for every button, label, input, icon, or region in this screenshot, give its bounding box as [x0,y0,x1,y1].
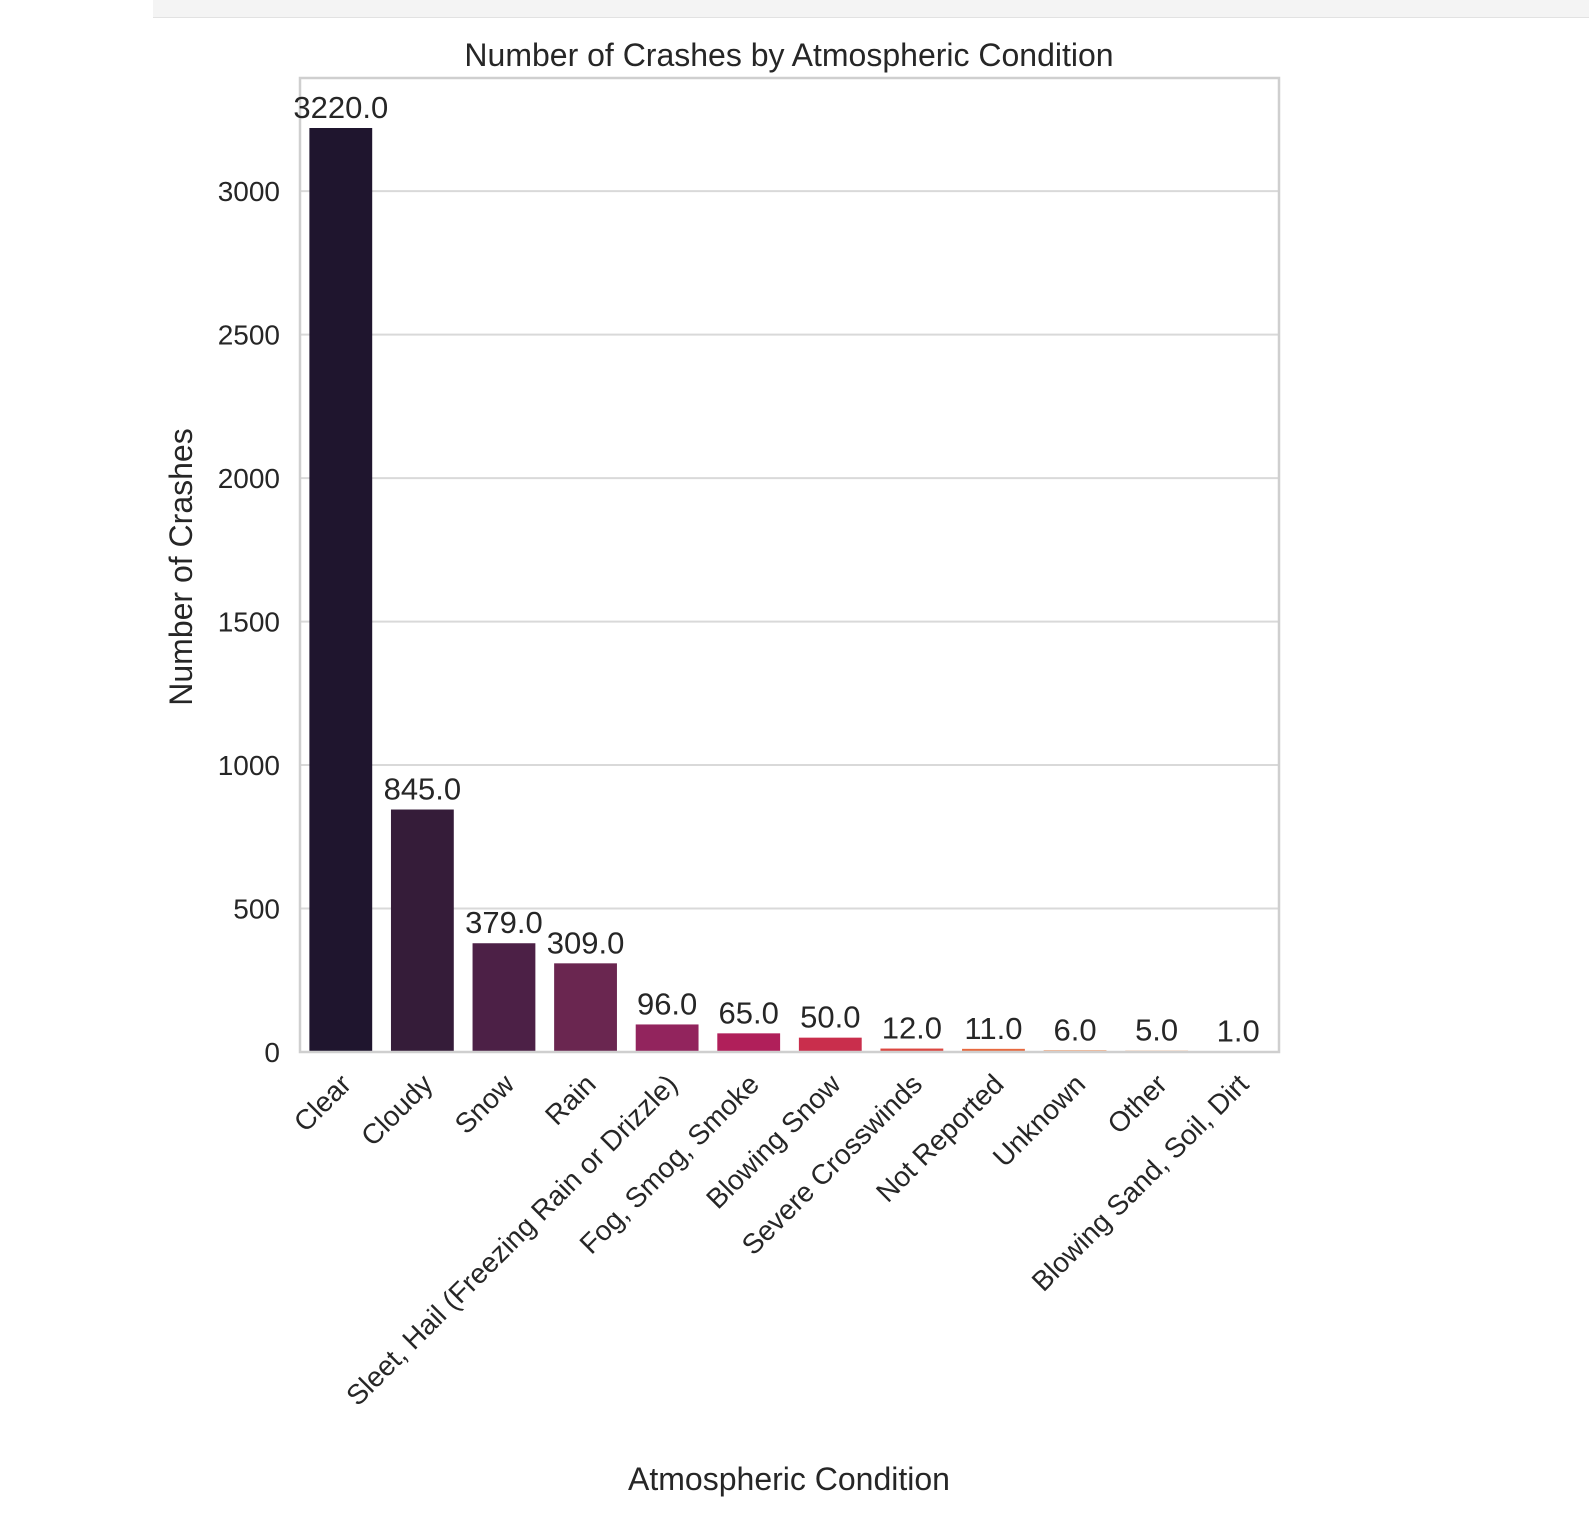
y-tick-label: 3000 [218,176,280,207]
y-tick-label: 0 [264,1037,280,1068]
data-label: 5.0 [1135,1013,1178,1048]
x-tick-label: Cloudy [355,1068,439,1152]
y-tick-labels: 0 500 1000 1500 2000 2500 3000 [218,176,280,1068]
bar-layer [309,128,1270,1052]
x-tick-label: Other [1101,1068,1172,1139]
bar [962,1048,1025,1052]
y-tick-label: 2000 [218,463,280,494]
data-label: 1.0 [1217,1014,1260,1049]
data-label: 309.0 [547,925,625,960]
data-label: 845.0 [384,772,462,807]
bar [880,1048,944,1052]
data-label: 96.0 [637,986,697,1021]
y-tick-label: 2500 [218,320,280,351]
plot-frame [298,76,1281,1054]
x-tick-label: Snow [449,1068,521,1140]
data-label: 12.0 [882,1011,942,1046]
bar [717,1033,781,1052]
y-tick-label: 1000 [218,750,280,781]
data-label: 6.0 [1053,1012,1096,1047]
x-tick-label: Rain [539,1068,602,1131]
bar [390,809,454,1052]
data-label: 379.0 [465,905,543,940]
bar [309,128,373,1052]
data-label: 65.0 [719,995,779,1030]
data-label: 3220.0 [293,90,388,125]
x-tick-label: Clear [288,1068,357,1137]
x-axis-label: Atmospheric Condition [628,1461,950,1497]
data-label: 11.0 [964,1011,1022,1046]
grid-layer [300,190,1279,910]
data-label: 50.0 [800,1000,860,1035]
bar [554,963,617,1052]
y-tick-label: 500 [233,894,280,925]
toolbar-strip [153,0,1589,18]
bar [472,943,536,1052]
bar [635,1024,699,1052]
bar [798,1037,862,1052]
y-axis-label: Number of Crashes [163,428,199,705]
chart-title: Number of Crashes by Atmospheric Conditi… [464,37,1113,73]
y-tick-label: 1500 [218,607,280,638]
